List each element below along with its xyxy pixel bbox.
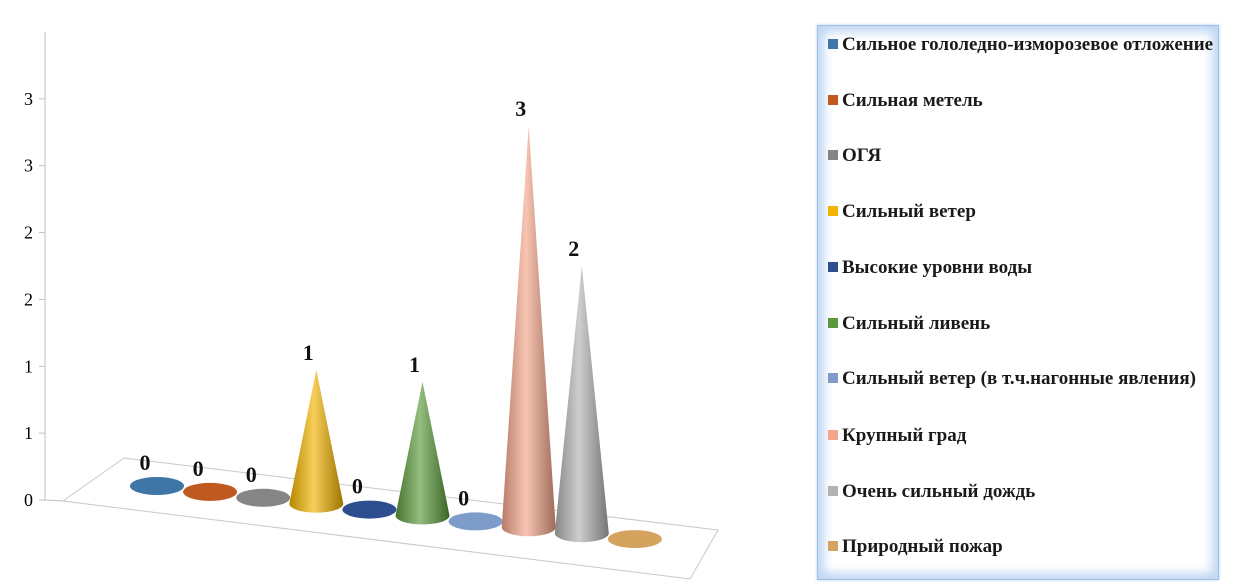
- data-label: 1: [409, 352, 420, 377]
- legend-label: Высокие уровни воды: [842, 257, 1033, 278]
- cone-mark: [501, 126, 556, 537]
- legend-label: Сильный ветер (в т.ч.нагонные явления): [842, 368, 1196, 389]
- y-tick-label: 2: [24, 223, 33, 243]
- cone-base: [607, 530, 662, 549]
- y-tick-label: 1: [24, 423, 33, 443]
- data-label: 1: [303, 340, 314, 365]
- legend-swatch: [828, 486, 838, 496]
- cone-base: [448, 512, 503, 531]
- legend-item: Сильное гололедно-изморозевое отложение: [828, 34, 1216, 55]
- legend-label: ОГЯ: [842, 145, 882, 166]
- legend-swatch: [828, 150, 838, 160]
- chart-floor: [61, 457, 719, 580]
- cone-mark: [395, 381, 450, 525]
- data-label: 0: [246, 462, 257, 487]
- chart-marks: [130, 126, 662, 549]
- legend-item: Сильная метель: [828, 90, 1216, 111]
- cone-body: [395, 381, 450, 525]
- legend-swatch: [828, 541, 838, 551]
- y-tick-label: 0: [24, 490, 33, 510]
- legend-swatch: [828, 206, 838, 216]
- axis-floor-joint: [44, 499, 64, 502]
- legend-swatch: [828, 39, 838, 49]
- data-label: 0: [458, 485, 469, 510]
- data-label: 2: [568, 236, 579, 261]
- y-tick-label: 3: [24, 89, 33, 109]
- y-tick-label: 1: [24, 356, 33, 376]
- legend-item: Высокие уровни воды: [828, 257, 1216, 278]
- legend-item: Сильный ливень: [828, 313, 1216, 334]
- floor-plane: [61, 457, 719, 580]
- legend-label: Природный пожар: [842, 536, 1003, 557]
- legend-label: Очень сильный дождь: [842, 481, 1036, 502]
- y-tick-label: 2: [24, 289, 33, 309]
- data-label: 0: [140, 450, 151, 475]
- legend-label: Сильная метель: [842, 90, 983, 111]
- legend-swatch: [828, 262, 838, 272]
- legend-swatch: [828, 430, 838, 440]
- legend-label: Сильный ливень: [842, 313, 991, 334]
- legend-label: Сильный ветер: [842, 201, 976, 222]
- legend-label: Крупный град: [842, 425, 967, 446]
- cone-base: [130, 477, 184, 495]
- legend-item: Сильный ветер (в т.ч.нагонные явления): [828, 368, 1216, 389]
- chart-plot-area: 0 1 1 2 2 3 3 0 0 0 1 0 1 0 3 2: [24, 32, 719, 580]
- cone-mark: [607, 530, 662, 549]
- chart-legend: Сильное гололедно-изморозевое отложение С…: [817, 25, 1219, 580]
- legend-item: Природный пожар: [828, 536, 1216, 557]
- data-labels: 0 0 0 1 0 1 0 3 2: [140, 96, 580, 510]
- cone-mark: [448, 512, 503, 531]
- data-label: 3: [515, 96, 526, 121]
- legend-item: Очень сильный дождь: [828, 481, 1216, 502]
- cone-base: [236, 488, 291, 507]
- legend-label: Сильное гололедно-изморозевое отложение: [842, 34, 1214, 55]
- cone-base: [342, 500, 397, 519]
- legend-swatch: [828, 95, 838, 105]
- data-label: 0: [352, 474, 363, 499]
- cone-body: [554, 265, 609, 543]
- cone-mark: [289, 369, 344, 513]
- cone-mark: [183, 482, 238, 501]
- y-axis: 0 1 1 2 2 3 3: [24, 32, 64, 510]
- data-label: 0: [193, 456, 204, 481]
- cone-mark: [554, 265, 609, 543]
- cone-mark: [236, 488, 291, 507]
- cone-mark: [130, 477, 184, 495]
- legend-item: ОГЯ: [828, 145, 1216, 166]
- legend-item: Крупный град: [828, 425, 1216, 446]
- y-tick-label: 3: [24, 156, 33, 176]
- cone-body: [501, 126, 556, 537]
- legend-item: Сильный ветер: [828, 201, 1216, 222]
- cone-body: [289, 369, 344, 513]
- cone-mark: [342, 500, 397, 519]
- cone-base: [183, 482, 238, 501]
- legend-swatch: [828, 373, 838, 383]
- legend-swatch: [828, 318, 838, 328]
